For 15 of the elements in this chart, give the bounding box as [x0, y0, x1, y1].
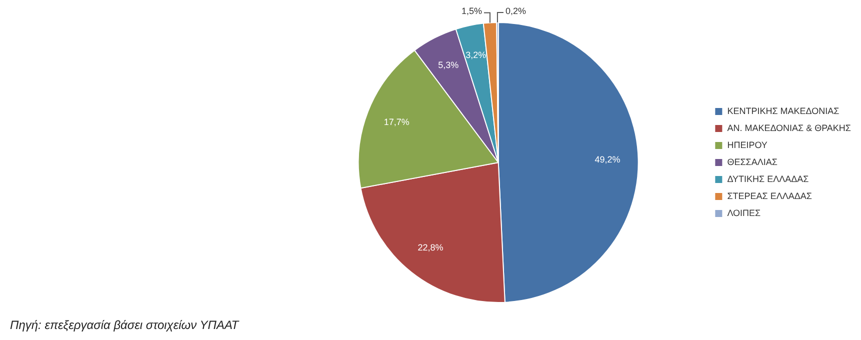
data-label: 3,2%: [466, 50, 486, 60]
data-label: 17,7%: [384, 117, 410, 128]
legend-label: ΑΝ. ΜΑΚΕΔΟΝΙΑΣ & ΘΡΑΚΗΣ: [727, 122, 852, 133]
legend-label: ΚΕΝΤΡΙΚΗΣ ΜΑΚΕΔΟΝΙΑΣ: [727, 106, 840, 116]
legend-label: ΔΥΤΙΚΗΣ ΕΛΛΑΔΑΣ: [727, 174, 810, 184]
data-label: 49,2%: [594, 154, 620, 164]
data-label: 0,2%: [505, 6, 526, 16]
data-label: 22,8%: [418, 242, 444, 253]
legend-label: ΘΕΣΣΑΛΙΑΣ: [727, 156, 778, 167]
data-label: 5,3%: [438, 60, 459, 70]
text: Πηγή: επεξεργασία βάσει στοιχείων ΥΠΑΑΤ: [10, 318, 239, 332]
legend-label: ΣΤΕΡΕΑΣ ΕΛΛΑΔΑΣ: [727, 190, 812, 201]
legend-label: ΛΟΙΠΕΣ: [727, 208, 762, 218]
legend-label: ΗΠΕΙΡΟΥ: [727, 140, 768, 150]
data-label: 1,5%: [461, 6, 482, 16]
